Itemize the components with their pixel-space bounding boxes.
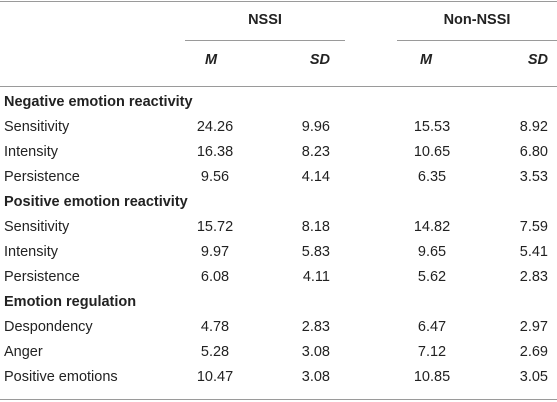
bottom-rule [0, 399, 557, 400]
cell-value: 7.12 [417, 344, 447, 360]
cell-value: 6.35 [417, 169, 447, 185]
cell-value: 2.69 [519, 344, 548, 360]
top-rule [0, 1, 557, 2]
header-rule [0, 86, 557, 87]
cell-value: 6.47 [417, 319, 447, 335]
cell-value: 14.82 [413, 219, 451, 235]
cell-value: 8.18 [301, 219, 330, 235]
cell-value: 6.08 [200, 269, 230, 285]
cell-value: 15.53 [413, 119, 451, 135]
section-title: Positive emotion reactivity [4, 194, 188, 210]
cell-value: 3.08 [301, 369, 330, 385]
cell-value: 4.78 [200, 319, 230, 335]
cell-value: 3.05 [519, 369, 548, 385]
cell-value: 5.83 [301, 244, 330, 260]
row-label: Despondency [4, 319, 93, 335]
cell-value: 5.41 [519, 244, 548, 260]
group-rule [185, 40, 345, 41]
column-header: SD [527, 52, 548, 68]
cell-value: 10.85 [413, 369, 451, 385]
group-rule [397, 40, 557, 41]
cell-value: 4.11 [302, 269, 330, 285]
section-title: Emotion regulation [4, 294, 137, 310]
cell-value: 3.08 [301, 344, 330, 360]
row-label: Sensitivity [4, 119, 70, 135]
cell-value: 9.96 [301, 119, 330, 135]
cell-value: 3.53 [519, 169, 548, 185]
cell-value: 5.62 [417, 269, 447, 285]
cell-value: 8.23 [301, 144, 330, 160]
row-label: Positive emotions [4, 369, 118, 385]
cell-value: 10.65 [413, 144, 451, 160]
cell-value: 15.72 [196, 219, 234, 235]
cell-value: 2.97 [519, 319, 548, 335]
cell-value: 2.83 [301, 319, 330, 335]
row-label: Anger [4, 344, 43, 360]
cell-value: 7.59 [519, 219, 548, 235]
cell-value: 8.92 [519, 119, 548, 135]
cell-value: 16.38 [196, 144, 234, 160]
cell-value: 9.65 [417, 244, 447, 260]
row-label: Persistence [4, 169, 80, 185]
group-header: Non-NSSI [443, 12, 511, 28]
column-header: M [420, 52, 433, 68]
cell-value: 5.28 [200, 344, 230, 360]
section-title: Negative emotion reactivity [4, 94, 193, 110]
cell-value: 10.47 [196, 369, 234, 385]
cell-value: 24.26 [196, 119, 234, 135]
cell-value: 6.80 [519, 144, 548, 160]
column-header: SD [309, 52, 330, 68]
row-label: Sensitivity [4, 219, 70, 235]
cell-value: 2.83 [519, 269, 548, 285]
cell-value: 4.14 [301, 169, 330, 185]
row-label: Persistence [4, 269, 80, 285]
row-label: Intensity [4, 144, 58, 160]
row-label: Intensity [4, 244, 58, 260]
column-header: M [205, 52, 218, 68]
cell-value: 9.97 [200, 244, 230, 260]
cell-value: 9.56 [200, 169, 230, 185]
group-header: NSSI [248, 12, 282, 28]
